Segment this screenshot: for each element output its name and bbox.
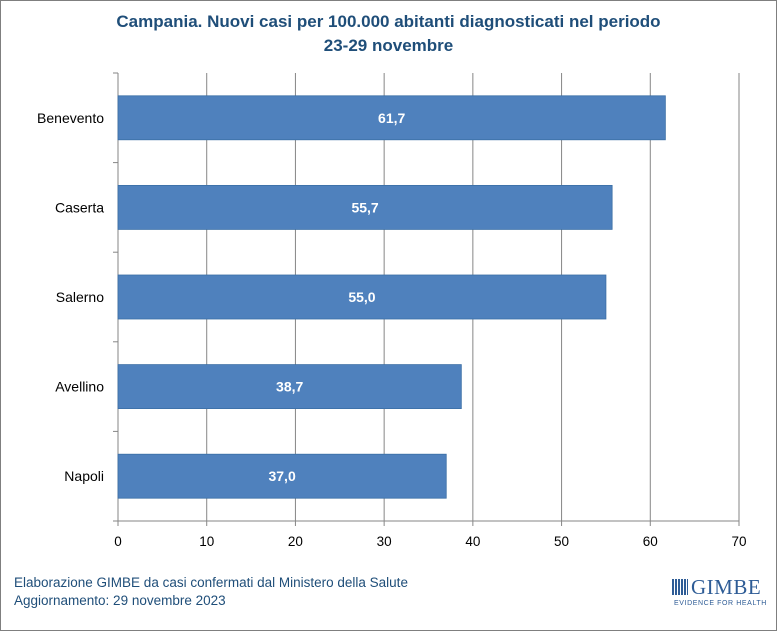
category-label-avellino: Avellino — [55, 379, 104, 395]
category-label-napoli: Napoli — [64, 468, 104, 484]
footer-line2: Aggiornamento: 29 novembre 2023 — [14, 593, 226, 608]
bar-salerno — [117, 274, 607, 320]
x-tick-label-30: 30 — [377, 534, 392, 549]
bars: 61,7 55,7 55,0 38,7 37,0 — [117, 95, 666, 499]
bar-value-label-salerno: 55,0 — [348, 289, 375, 305]
chart-title-line2: 23-29 novembre — [323, 36, 454, 55]
category-labels: Benevento Caserta Salerno Avellino Napoli — [37, 110, 104, 484]
x-tick-label-20: 20 — [288, 534, 303, 549]
gimbe-logo-word: GIMBE — [691, 575, 762, 599]
bar-napoli — [117, 453, 447, 499]
x-tick-label-60: 60 — [643, 534, 658, 549]
category-label-salerno: Salerno — [56, 289, 104, 305]
x-tick-label-0: 0 — [114, 534, 122, 549]
x-tick-label-70: 70 — [731, 534, 746, 549]
gimbe-logo-icon — [672, 579, 688, 595]
chart-title-line1: Campania. Nuovi casi per 100.000 abitant… — [116, 12, 661, 31]
gimbe-logo-tagline: EVIDENCE FOR HEALTH — [674, 600, 767, 607]
bar-benevento — [117, 95, 666, 141]
bar-value-label-avellino: 38,7 — [276, 379, 303, 395]
bar-caserta — [117, 184, 613, 230]
footer-note: Elaborazione GIMBE da casi confermati da… — [14, 574, 408, 610]
category-label-benevento: Benevento — [37, 110, 104, 126]
footer-line1: Elaborazione GIMBE da casi confermati da… — [14, 575, 408, 590]
bar-avellino — [117, 364, 462, 410]
bar-value-label-napoli: 37,0 — [268, 468, 295, 484]
gimbe-logo: GIMBE EVIDENCE FOR HEALTH — [672, 575, 767, 612]
x-tick-labels: 0 10 20 30 40 50 60 70 — [114, 534, 746, 549]
x-tick-label-40: 40 — [465, 534, 480, 549]
bar-value-label-benevento: 61,7 — [378, 110, 405, 126]
x-tick-label-50: 50 — [554, 534, 569, 549]
x-tick-label-10: 10 — [199, 534, 214, 549]
bar-value-label-caserta: 55,7 — [351, 199, 378, 215]
chart-title: Campania. Nuovi casi per 100.000 abitant… — [0, 10, 777, 58]
category-label-caserta: Caserta — [55, 199, 104, 215]
